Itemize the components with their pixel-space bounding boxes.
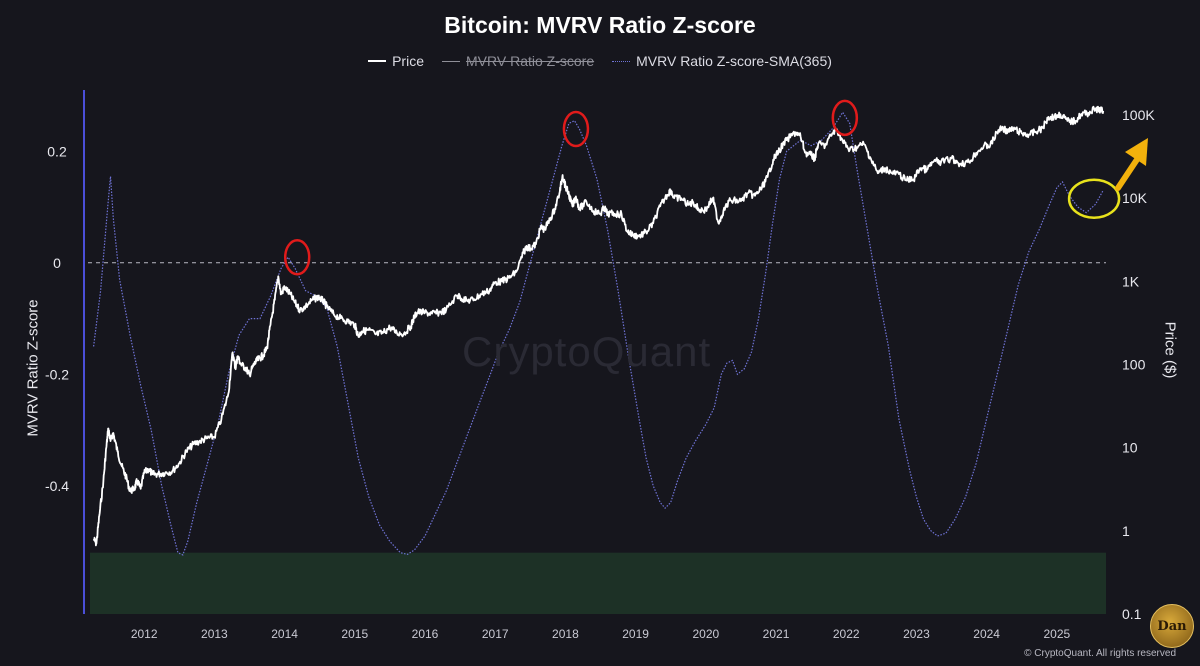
y-axis-left-label: MVRV Ratio Z-score [24, 299, 42, 437]
trend-arrow-head [1125, 138, 1148, 166]
y-axis-right-label: Price ($) [1161, 321, 1179, 379]
highlight-circle-yellow [1067, 178, 1121, 219]
legend-item-sma[interactable]: MVRV Ratio Z-score-SMA(365) [612, 53, 832, 69]
legend-swatch-zscore [442, 60, 460, 62]
x-tick-label-2025: 2025 [1044, 627, 1071, 641]
left-tick-label: 0 [53, 255, 61, 271]
x-tick-label-2022: 2022 [833, 627, 860, 641]
legend-label-sma: MVRV Ratio Z-score-SMA(365) [636, 53, 832, 69]
legend-label-price: Price [392, 53, 424, 69]
highlight-circle-red [831, 99, 859, 137]
x-tick-label-2014: 2014 [271, 627, 298, 641]
author-badge: Dan [1150, 604, 1194, 648]
left-tick-label: 0.2 [47, 143, 67, 159]
right-tick-label: 1 [1122, 523, 1130, 539]
x-tick-label-2012: 2012 [131, 627, 158, 641]
right-axis-ticks: 0.1 1 10 100 1K 10K 100K [1122, 107, 1155, 622]
right-tick-label: 100 [1122, 357, 1146, 373]
sma-series-line [93, 111, 1104, 556]
x-tick-label-2023: 2023 [903, 627, 930, 641]
copyright-text: © CryptoQuant. All rights reserved [1024, 648, 1176, 659]
x-tick-label-2021: 2021 [763, 627, 790, 641]
right-tick-label: 10 [1122, 440, 1138, 456]
right-tick-label: 100K [1122, 107, 1155, 123]
x-tick-label-2015: 2015 [341, 627, 368, 641]
legend-swatch-price [368, 60, 387, 62]
x-tick-label-2013: 2013 [201, 627, 228, 641]
right-tick-label: 10K [1122, 190, 1148, 206]
x-tick-label-2017: 2017 [482, 627, 509, 641]
x-tick-label-2020: 2020 [692, 627, 719, 641]
legend-item-price[interactable]: Price [368, 53, 424, 69]
x-tick-label-2018: 2018 [552, 627, 579, 641]
annotations [283, 99, 1148, 276]
price-series-line [92, 105, 1105, 547]
trend-arrow-shaft [1115, 155, 1141, 191]
x-tick-label-2024: 2024 [973, 627, 1000, 641]
right-tick-label: 1K [1122, 273, 1140, 289]
author-badge-label: Dan [1157, 618, 1187, 634]
x-tick-label-2019: 2019 [622, 627, 649, 641]
x-axis-ticks: 2012 2013 2014 2015 2016 2017 2018 2019 2020 2021… [131, 627, 1071, 641]
left-tick-label: -0.2 [45, 366, 69, 382]
green-zone [90, 552, 1106, 614]
legend-label-zscore: MVRV Ratio Z-score [466, 53, 595, 69]
chart-title: Bitcoin: MVRV Ratio Z-score [444, 12, 756, 38]
left-tick-label: -0.4 [45, 478, 69, 494]
left-axis-ticks: 0.2 0 -0.2 -0.4 [45, 143, 69, 493]
legend: Price MVRV Ratio Z-score MVRV Ratio Z-sc… [0, 53, 1200, 69]
highlight-circle-red [283, 238, 311, 276]
right-tick-label: 0.1 [1122, 606, 1142, 622]
legend-item-zscore[interactable]: MVRV Ratio Z-score [442, 53, 594, 69]
highlight-circle-red [562, 110, 590, 148]
x-tick-label-2016: 2016 [412, 627, 439, 641]
legend-swatch-sma [612, 60, 631, 62]
